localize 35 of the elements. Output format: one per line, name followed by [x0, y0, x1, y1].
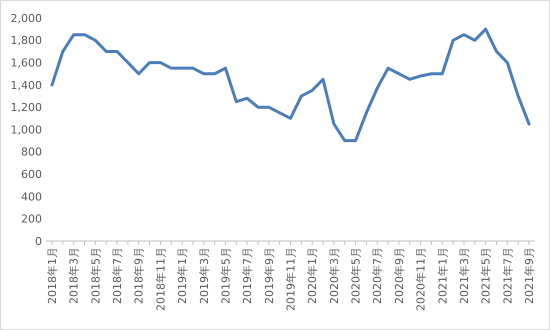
- x-tick-label: 2018年5月: [89, 247, 102, 304]
- x-tick-label: 2020年11月: [414, 247, 428, 311]
- x-tick-label: 2018年3月: [68, 247, 81, 304]
- x-tick-label: 2021年5月: [480, 247, 493, 304]
- x-tick-label: 2020年5月: [350, 247, 363, 304]
- x-tick-label: 2020年7月: [371, 247, 384, 304]
- x-tick-label: 2021年7月: [501, 247, 514, 304]
- y-tick-label: 1,600: [10, 56, 42, 70]
- x-tick-label: 2018年1月: [46, 247, 59, 304]
- x-tick-label: 2019年1月: [176, 247, 190, 304]
- x-tick-label: 2020年3月: [328, 247, 341, 304]
- x-tick-label: 2019年7月: [241, 247, 254, 304]
- y-tick-label: 600: [21, 168, 42, 181]
- y-tick-label: 1,200: [10, 101, 42, 114]
- x-tick-label: 2019年11月: [284, 247, 298, 311]
- x-tick-label: 2020年1月: [306, 247, 320, 304]
- x-tick-label: 2018年9月: [132, 247, 146, 304]
- y-tick-label: 1,400: [10, 78, 42, 92]
- y-tick-label: 800: [21, 146, 42, 159]
- y-tick-label: 200: [21, 212, 42, 226]
- x-tick-label: 2019年3月: [198, 247, 211, 304]
- x-tick-label: 2021年3月: [458, 247, 471, 304]
- y-tick-label: 400: [21, 190, 42, 204]
- line-series: [50, 28, 530, 142]
- x-tick-label: 2020年9月: [392, 247, 406, 304]
- x-tick-label: 2021年1月: [436, 247, 450, 304]
- x-tick-label: 2018年11月: [154, 247, 168, 311]
- x-tick-label: 2021年9月: [523, 247, 536, 304]
- x-tick-label: 2018年7月: [111, 247, 124, 304]
- x-tick-label: 2019年9月: [262, 247, 276, 304]
- y-tick-label: 1,800: [10, 34, 42, 48]
- y-tick-label: 1,000: [10, 123, 42, 136]
- y-tick-label: 2,000: [10, 12, 42, 25]
- y-tick-label: 0: [35, 234, 42, 248]
- x-tick-label: 2019年5月: [219, 247, 232, 304]
